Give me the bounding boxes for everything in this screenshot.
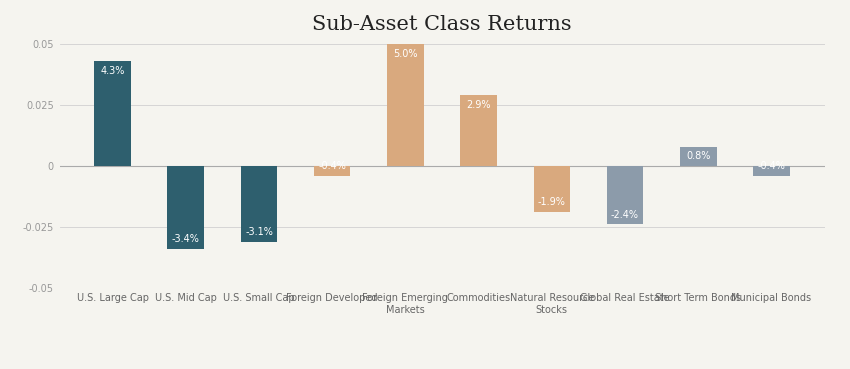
Text: 4.3%: 4.3%	[100, 66, 125, 76]
Text: -3.4%: -3.4%	[172, 234, 200, 244]
Text: -0.4%: -0.4%	[757, 161, 785, 171]
Text: 2.9%: 2.9%	[467, 100, 490, 110]
Text: -3.1%: -3.1%	[245, 227, 273, 237]
Text: 0.8%: 0.8%	[686, 151, 711, 162]
Bar	[461, 96, 497, 166]
Text: -0.4%: -0.4%	[318, 161, 346, 171]
Bar	[753, 166, 790, 176]
Bar	[167, 166, 204, 249]
Title: Sub-Asset Class Returns: Sub-Asset Class Returns	[312, 15, 572, 34]
Bar	[314, 166, 350, 176]
Bar	[680, 146, 717, 166]
Bar	[241, 166, 277, 242]
Text: -2.4%: -2.4%	[611, 210, 639, 220]
Bar	[534, 166, 570, 212]
Text: 5.0%: 5.0%	[394, 49, 417, 59]
Bar	[387, 44, 423, 166]
Bar	[94, 61, 131, 166]
Bar	[607, 166, 643, 224]
Text: -1.9%: -1.9%	[538, 197, 566, 207]
